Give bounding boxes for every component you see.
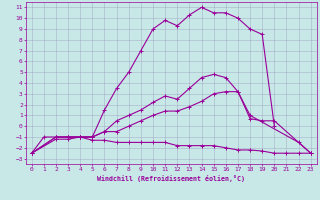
X-axis label: Windchill (Refroidissement éolien,°C): Windchill (Refroidissement éolien,°C) bbox=[97, 175, 245, 182]
